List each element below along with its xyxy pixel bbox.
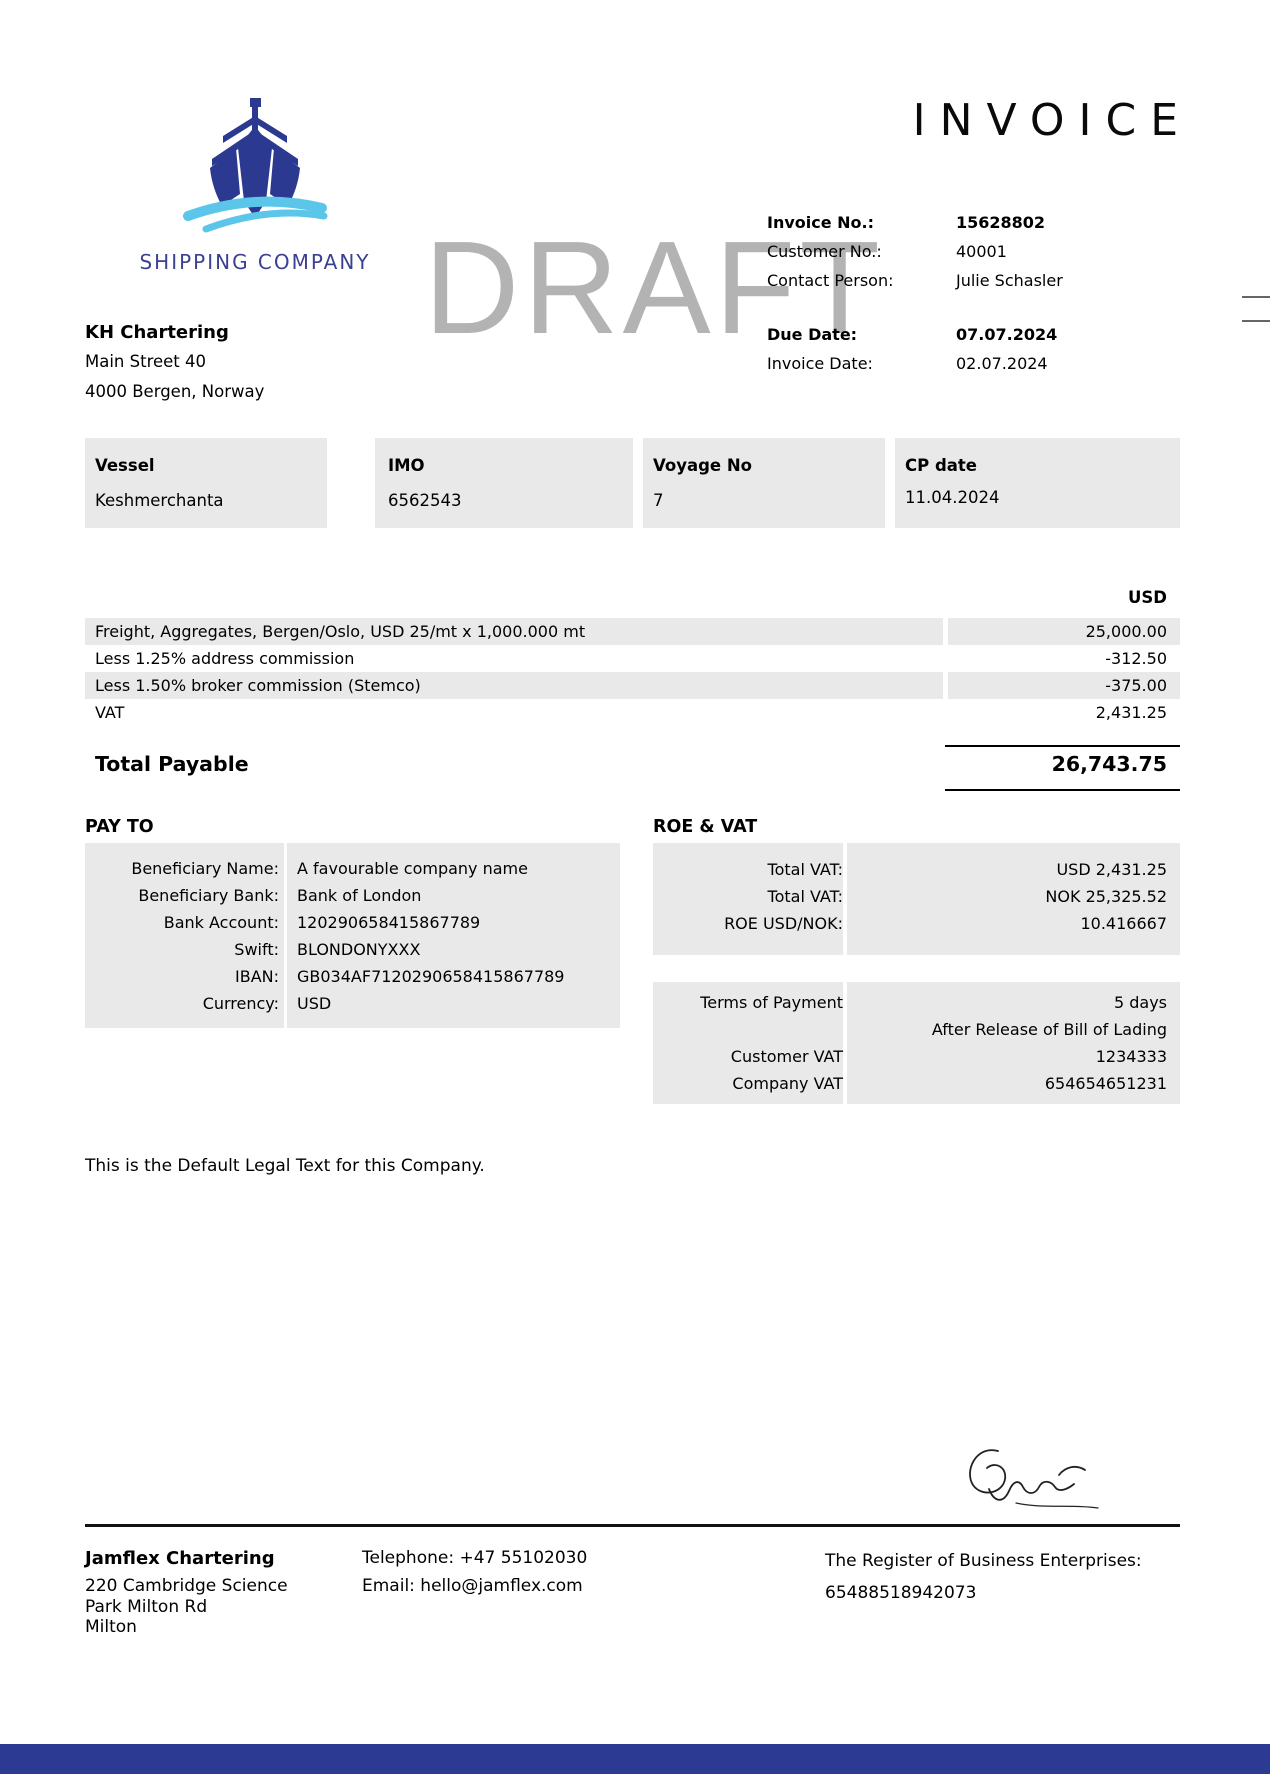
line-item-amount: 2,431.25 — [1095, 703, 1167, 722]
voyage-no-value: 7 — [653, 491, 664, 510]
pay-to-box-labels — [85, 843, 284, 1028]
total-payable-amount: 26,743.75 — [1051, 752, 1167, 776]
logo-caption: SHIPPING COMPANY — [139, 250, 371, 274]
pay-to-box-values — [287, 843, 620, 1028]
ship-icon — [183, 98, 328, 233]
pay-to-label: Swift: — [234, 940, 279, 959]
pay-to-label: Bank Account: — [163, 913, 279, 932]
footer-divider — [85, 1524, 1180, 1527]
imo-header: IMO — [388, 456, 425, 475]
terms-value: 654654651231 — [1044, 1074, 1167, 1093]
footer-address-line: Park Milton Rd — [85, 1597, 208, 1617]
due-date-label: Due Date: — [767, 325, 858, 344]
roe-vat-heading: ROE & VAT — [653, 817, 758, 837]
pay-to-value: A favourable company name — [297, 859, 528, 878]
line-item-description: Freight, Aggregates, Bergen/Oslo, USD 25… — [85, 618, 943, 645]
footer-register-label: The Register of Business Enterprises: — [825, 1551, 1142, 1571]
draft-watermark: DRAFT — [424, 214, 884, 361]
line-item-amount: 25,000.00 — [948, 618, 1180, 645]
pay-to-value: USD — [297, 994, 332, 1013]
customer-no-label: Customer No.: — [767, 242, 882, 261]
contact-person-value: Julie Schasler — [956, 271, 1063, 290]
footer-register-number: 65488518942073 — [825, 1583, 977, 1603]
line-item-description: Less 1.25% address commission — [95, 649, 355, 668]
roe-label: Total VAT: — [767, 887, 843, 906]
invoice-no-value: 15628802 — [956, 213, 1046, 232]
roe-box-labels — [653, 843, 843, 955]
roe-label: ROE USD/NOK: — [724, 914, 843, 933]
pay-to-value: 120290658415867789 — [297, 913, 481, 932]
terms-box-values — [847, 982, 1180, 1104]
voyage-table: Vessel Keshmerchanta IMO 6562543 Voyage … — [85, 438, 1180, 528]
sender-city: 4000 Bergen, Norway — [85, 382, 265, 401]
terms-box-labels — [653, 982, 843, 1104]
footer-phone: Telephone: +47 55102030 — [362, 1548, 588, 1568]
legal-text: This is the Default Legal Text for this … — [85, 1156, 485, 1176]
line-item-description: VAT — [95, 703, 125, 722]
sender-street: Main Street 40 — [85, 352, 207, 371]
vessel-header: Vessel — [95, 456, 155, 475]
pay-to-label: IBAN: — [235, 967, 279, 986]
terms-value: 1234333 — [1095, 1047, 1167, 1066]
footer-company-name: Jamflex Chartering — [85, 1548, 275, 1569]
roe-value: USD 2,431.25 — [1056, 860, 1167, 879]
terms-value: 5 days — [1113, 993, 1167, 1012]
pay-to-value: GB034AF7120290658415867789 — [297, 967, 565, 986]
roe-value: NOK 25,325.52 — [1045, 887, 1167, 906]
vessel-value: Keshmerchanta — [95, 491, 224, 510]
terms-label: Terms of Payment — [700, 993, 843, 1012]
page-title: INVOICE — [912, 95, 1192, 146]
roe-value: 10.416667 — [1080, 914, 1167, 933]
footer-address-line: 220 Cambridge Science — [85, 1576, 288, 1596]
voyage-cell-vessel: Vessel Keshmerchanta — [85, 438, 327, 528]
company-logo — [180, 96, 330, 248]
pay-to-label: Beneficiary Name: — [131, 859, 279, 878]
voyage-no-header: Voyage No — [653, 456, 752, 475]
due-date-value: 07.07.2024 — [956, 325, 1058, 344]
invoice-date-value: 02.07.2024 — [956, 354, 1048, 373]
cp-date-value: 11.04.2024 — [905, 488, 1000, 507]
invoice-date-label: Invoice Date: — [767, 354, 873, 373]
voyage-cell-imo: IMO 6562543 — [375, 438, 633, 528]
pay-to-value: Bank of London — [297, 886, 422, 905]
voyage-cell-cp-date: CP date 11.04.2024 — [895, 438, 1180, 528]
currency-column-header: USD — [1128, 588, 1167, 607]
contact-person-label: Contact Person: — [767, 271, 894, 290]
total-rule-bottom — [945, 789, 1180, 791]
pay-to-heading: PAY TO — [85, 817, 154, 837]
footer-address-line: Milton — [85, 1617, 137, 1637]
customer-no-value: 40001 — [956, 242, 1007, 261]
total-payable-label: Total Payable — [95, 752, 249, 776]
line-item-amount: -375.00 — [948, 672, 1180, 699]
line-item-amount: -312.50 — [1105, 649, 1167, 668]
invoice-no-label: Invoice No.: — [767, 213, 875, 232]
roe-label: Total VAT: — [767, 860, 843, 879]
terms-label: Company VAT — [732, 1074, 843, 1093]
imo-value: 6562543 — [388, 491, 462, 510]
voyage-cell-voyage-no: Voyage No 7 — [643, 438, 885, 528]
terms-value: After Release of Bill of Lading — [931, 1020, 1167, 1039]
pay-to-label: Beneficiary Bank: — [138, 886, 279, 905]
terms-label: Customer VAT — [730, 1047, 843, 1066]
pay-to-label: Currency: — [202, 994, 279, 1013]
signature — [958, 1437, 1118, 1517]
footer-brand-bar — [0, 1744, 1270, 1774]
footer-email: Email: hello@jamflex.com — [362, 1576, 583, 1596]
signature-icon — [969, 1449, 1099, 1509]
fold-mark-bottom — [1242, 320, 1270, 322]
total-rule-top — [945, 745, 1180, 747]
roe-box-values — [847, 843, 1180, 955]
line-item-description: Less 1.50% broker commission (Stemco) — [85, 672, 943, 699]
pay-to-value: BLONDONYXXX — [297, 940, 421, 959]
sender-name: KH Chartering — [85, 322, 229, 343]
fold-mark-top — [1242, 296, 1270, 298]
cp-date-header: CP date — [905, 456, 977, 475]
